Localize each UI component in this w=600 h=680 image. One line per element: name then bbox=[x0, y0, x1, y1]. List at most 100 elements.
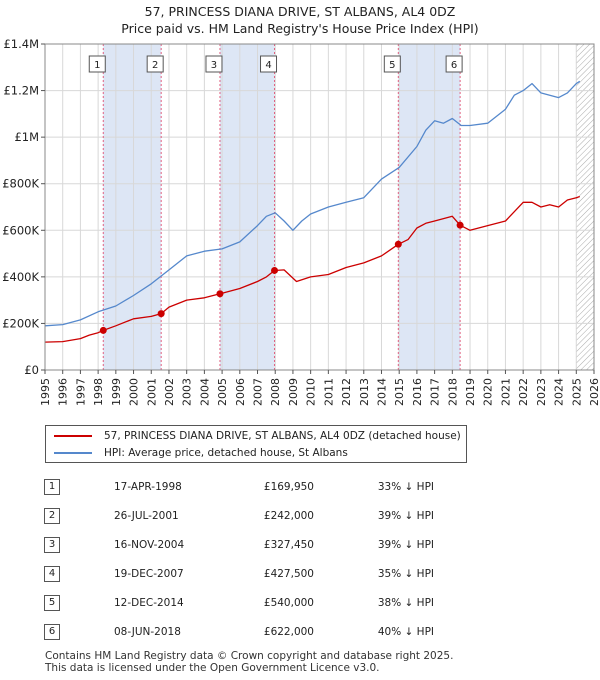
sale-badge: 2 bbox=[44, 507, 60, 524]
x-tick-label: 2020 bbox=[482, 378, 495, 406]
sales-table: 1 17-APR-1998 £169,950 33% ↓ HPI 2 26-JUL-200… bbox=[44, 472, 444, 646]
sale-hpi-delta: 39% ↓ HPI bbox=[377, 538, 434, 551]
x-tick-label: 2017 bbox=[429, 378, 442, 406]
x-tick-label: 1997 bbox=[74, 378, 87, 406]
y-tick-label: £1.4M bbox=[3, 37, 39, 51]
sale-date: 16-NOV-2004 bbox=[114, 538, 185, 551]
x-tick-label: 2003 bbox=[181, 378, 194, 406]
x-tick-label: 2008 bbox=[269, 378, 282, 406]
sale-badge-number: 6 bbox=[451, 60, 457, 71]
x-tick-label: 2013 bbox=[358, 378, 371, 406]
sale-price: £327,450 bbox=[263, 538, 314, 551]
sale-badge-number: 5 bbox=[389, 60, 395, 71]
x-tick-label: 2009 bbox=[287, 378, 300, 406]
x-tick-label: 2019 bbox=[464, 378, 477, 406]
sale-badge-box bbox=[146, 55, 164, 73]
y-tick-label: £1.2M bbox=[3, 84, 39, 98]
sale-price: £427,500 bbox=[263, 567, 314, 580]
sale-date: 12-DEC-2014 bbox=[114, 596, 184, 609]
sale-date: 19-DEC-2007 bbox=[114, 567, 184, 580]
future-hatch bbox=[576, 44, 594, 370]
legend-swatch-price bbox=[54, 435, 92, 437]
x-tick-label: 2018 bbox=[446, 378, 459, 406]
y-tick-label: £600K bbox=[2, 223, 39, 237]
legend-label-hpi: HPI: Average price, detached house, St A… bbox=[104, 447, 348, 459]
sale-interval-band bbox=[398, 44, 461, 370]
y-tick-label: £400K bbox=[2, 270, 39, 284]
table-row: 6 08-JUN-2018 £622,000 40% ↓ HPI bbox=[44, 617, 444, 646]
x-tick-label: 2004 bbox=[198, 378, 211, 406]
x-tick-label: 1998 bbox=[92, 378, 105, 406]
x-tick-label: 2005 bbox=[216, 378, 229, 406]
sale-point bbox=[271, 266, 279, 274]
footer-copyright: Contains HM Land Registry data © Crown c… bbox=[45, 650, 454, 662]
sale-badge-number: 4 bbox=[265, 60, 271, 71]
x-tick-label: 1996 bbox=[57, 378, 70, 406]
sale-hpi-delta: 39% ↓ HPI bbox=[377, 509, 434, 522]
sale-hpi-delta: 33% ↓ HPI bbox=[377, 480, 434, 493]
footer-licence: This data is licensed under the Open Gov… bbox=[45, 662, 380, 674]
sale-badge-number: 1 bbox=[94, 60, 100, 71]
sale-date: 17-APR-1998 bbox=[114, 480, 182, 493]
x-tick-label: 2016 bbox=[411, 378, 424, 406]
hpi-series-line bbox=[44, 80, 581, 327]
x-tick-label: 1999 bbox=[110, 378, 123, 406]
x-tick-label: 2012 bbox=[340, 378, 353, 406]
x-tick-label: 2002 bbox=[163, 378, 176, 406]
sale-point bbox=[99, 326, 107, 334]
x-tick-label: 2000 bbox=[128, 378, 141, 406]
legend-item-hpi: HPI: Average price, detached house, St A… bbox=[54, 445, 348, 461]
x-tick-label: 2015 bbox=[393, 378, 406, 406]
table-row: 5 12-DEC-2014 £540,000 38% ↓ HPI bbox=[44, 588, 444, 617]
sale-badge-box bbox=[88, 55, 106, 73]
sale-badge-box bbox=[445, 55, 463, 73]
table-row: 2 26-JUL-2001 £242,000 39% ↓ HPI bbox=[44, 501, 444, 530]
sale-point bbox=[394, 240, 402, 248]
sale-price: £242,000 bbox=[263, 509, 314, 522]
sale-hpi-delta: 38% ↓ HPI bbox=[377, 596, 434, 609]
x-tick-label: 2023 bbox=[535, 378, 548, 406]
x-tick-label: 2001 bbox=[145, 378, 158, 406]
chart-subtitle: Price paid vs. HM Land Registry's House … bbox=[121, 21, 479, 36]
sale-badge: 4 bbox=[44, 565, 60, 582]
sale-price: £622,000 bbox=[263, 625, 314, 638]
sale-date: 26-JUL-2001 bbox=[114, 509, 179, 522]
table-row: 1 17-APR-1998 £169,950 33% ↓ HPI bbox=[44, 472, 444, 501]
x-tick-label: 2010 bbox=[305, 378, 318, 406]
sale-date: 08-JUN-2018 bbox=[114, 625, 181, 638]
x-tick-label: 2026 bbox=[588, 378, 600, 406]
x-tick-label: 2021 bbox=[499, 378, 512, 406]
price-series-line bbox=[44, 195, 581, 343]
legend-item-price: 57, PRINCESS DIANA DRIVE, ST ALBANS, AL4… bbox=[54, 428, 461, 444]
sale-hpi-delta: 35% ↓ HPI bbox=[377, 567, 434, 580]
table-row: 4 19-DEC-2007 £427,500 35% ↓ HPI bbox=[44, 559, 444, 588]
chart-title: 57, PRINCESS DIANA DRIVE, ST ALBANS, AL4… bbox=[144, 4, 456, 19]
sale-badge-number: 2 bbox=[152, 60, 158, 71]
footer: Contains HM Land Registry data © Crown c… bbox=[45, 650, 453, 674]
x-tick-label: 2011 bbox=[322, 378, 335, 406]
y-tick-label: £1M bbox=[14, 130, 39, 144]
sale-hpi-delta: 40% ↓ HPI bbox=[377, 625, 434, 638]
sale-interval-band bbox=[103, 44, 162, 370]
x-tick-label: 2014 bbox=[375, 378, 388, 406]
sale-point bbox=[456, 221, 464, 229]
sale-price: £540,000 bbox=[263, 596, 314, 609]
legend-swatch-hpi bbox=[54, 452, 92, 454]
price-chart: 1 2 3 4 5 6 £0 £200K £400K £600K £800K £1M £1.2M £1.… bbox=[2, 37, 600, 406]
chart-legend: 57, PRINCESS DIANA DRIVE, ST ALBANS, AL4… bbox=[45, 425, 467, 463]
sale-point bbox=[157, 310, 165, 318]
y-tick-label: £0 bbox=[24, 363, 39, 377]
x-tick-label: 2022 bbox=[517, 378, 530, 406]
sale-badge: 3 bbox=[44, 536, 60, 553]
legend-label-price: 57, PRINCESS DIANA DRIVE, ST ALBANS, AL4… bbox=[104, 430, 461, 442]
x-tick-label: 2006 bbox=[234, 378, 247, 406]
y-tick-label: £200K bbox=[2, 316, 39, 330]
sale-interval-band bbox=[219, 44, 275, 370]
sale-badge: 6 bbox=[44, 623, 60, 640]
x-tick-label: 2007 bbox=[252, 378, 265, 406]
table-row: 3 16-NOV-2004 £327,450 39% ↓ HPI bbox=[44, 530, 444, 559]
y-tick-label: £800K bbox=[2, 177, 39, 191]
x-tick-label: 2025 bbox=[570, 378, 583, 406]
x-tick-label: 1995 bbox=[39, 378, 52, 406]
sale-badge-number: 3 bbox=[211, 60, 217, 71]
